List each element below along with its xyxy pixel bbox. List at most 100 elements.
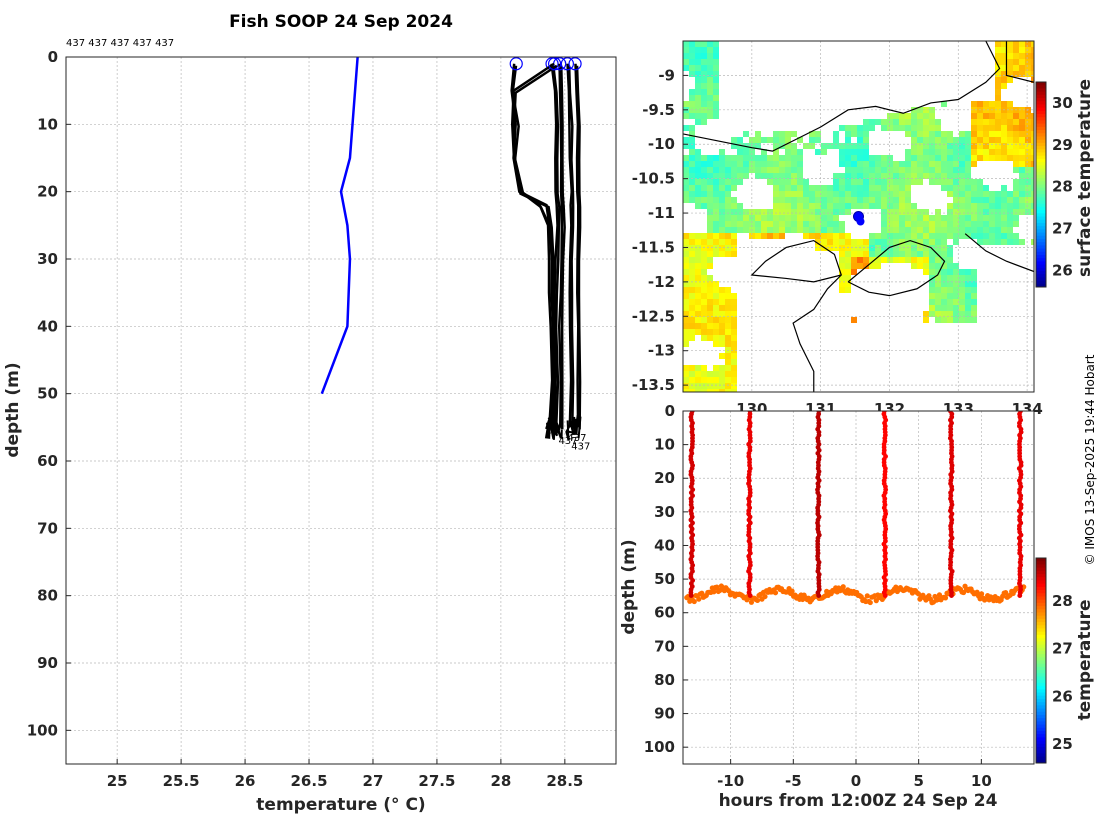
sst-cell bbox=[917, 161, 923, 167]
sst-cell bbox=[1031, 191, 1034, 197]
sst-cell bbox=[791, 155, 797, 161]
sst-colorbar-swatch bbox=[1036, 248, 1046, 253]
sst-cell bbox=[689, 185, 695, 191]
sst-cell bbox=[707, 155, 713, 161]
sst-cell bbox=[701, 71, 707, 77]
sst-cell bbox=[1019, 65, 1025, 71]
sst-cell bbox=[923, 137, 929, 143]
sst-cell bbox=[689, 269, 695, 275]
sst-cell bbox=[725, 233, 731, 239]
temperature-colorbar-swatch bbox=[1036, 698, 1046, 703]
sst-cell bbox=[935, 221, 941, 227]
sst-cell bbox=[845, 263, 851, 269]
sst-cell bbox=[995, 149, 1001, 155]
sst-cell bbox=[911, 245, 917, 251]
sst-cell bbox=[725, 203, 731, 209]
sst-colorbar-swatch bbox=[1036, 123, 1046, 128]
sst-cell bbox=[791, 215, 797, 221]
sst-colorbar-swatch bbox=[1036, 178, 1046, 182]
sst-cell bbox=[887, 251, 893, 257]
sst-cell bbox=[719, 233, 725, 239]
sst-cell bbox=[731, 167, 737, 173]
sst-cell bbox=[965, 317, 971, 323]
sst-cell bbox=[701, 299, 707, 305]
sst-cell bbox=[1007, 191, 1013, 197]
sst-cell bbox=[875, 173, 881, 179]
sst-cell bbox=[731, 233, 737, 239]
sst-cell bbox=[893, 257, 899, 263]
sst-cell bbox=[923, 125, 929, 131]
sst-cell bbox=[845, 233, 851, 239]
sst-cell bbox=[701, 95, 707, 101]
sst-cell bbox=[797, 203, 803, 209]
sst-colorbar-swatch bbox=[1036, 184, 1046, 189]
sst-cell bbox=[791, 203, 797, 209]
sst-cell bbox=[707, 287, 713, 293]
sst-cell bbox=[1031, 167, 1034, 173]
sst-cell bbox=[683, 161, 689, 167]
temperature-colorbar-swatch bbox=[1036, 609, 1046, 613]
sst-cell bbox=[941, 149, 947, 155]
sst-cell bbox=[881, 167, 887, 173]
sst-cell bbox=[887, 185, 893, 191]
temperature-colorbar-swatch bbox=[1036, 673, 1046, 678]
sst-cell bbox=[983, 131, 989, 137]
sst-cell bbox=[707, 221, 713, 227]
sst-cell bbox=[887, 197, 893, 203]
sst-cell bbox=[1001, 185, 1007, 191]
sst-cell bbox=[935, 317, 941, 323]
sst-cell bbox=[887, 257, 893, 263]
timeseries-y-tick-label: 100 bbox=[644, 738, 675, 756]
sst-cell bbox=[707, 95, 713, 101]
timeseries-bottom-point bbox=[840, 584, 846, 590]
sst-cell bbox=[695, 197, 701, 203]
temperature-colorbar-swatch bbox=[1036, 564, 1046, 569]
sst-cell bbox=[995, 107, 1001, 113]
sst-cell bbox=[941, 263, 947, 269]
sst-cell bbox=[827, 239, 833, 245]
sst-cell bbox=[767, 227, 773, 233]
sst-cell bbox=[929, 287, 935, 293]
sst-cell bbox=[941, 227, 947, 233]
sst-cell bbox=[941, 233, 947, 239]
sst-cell bbox=[893, 227, 899, 233]
sst-cell bbox=[1025, 209, 1031, 215]
sst-colorbar-swatch bbox=[1036, 245, 1046, 250]
sst-cell bbox=[803, 143, 809, 149]
sst-cell bbox=[791, 143, 797, 149]
sst-cell bbox=[971, 119, 977, 125]
sst-cell bbox=[725, 335, 731, 341]
sst-colorbar-swatch bbox=[1036, 213, 1046, 218]
map-y-tick-label: -11 bbox=[648, 204, 675, 222]
sst-cell bbox=[863, 251, 869, 257]
sst-cell bbox=[683, 263, 689, 269]
sst-cell bbox=[845, 257, 851, 263]
sst-cell bbox=[701, 317, 707, 323]
sst-cell bbox=[743, 155, 749, 161]
sst-cell bbox=[989, 197, 995, 203]
sst-cell bbox=[683, 371, 689, 377]
sst-cell bbox=[713, 323, 719, 329]
sst-cell bbox=[1007, 149, 1013, 155]
sst-cell bbox=[881, 191, 887, 197]
sst-cell bbox=[953, 161, 959, 167]
sst-cell bbox=[953, 143, 959, 149]
sst-cell bbox=[959, 221, 965, 227]
sst-cell bbox=[725, 359, 731, 365]
sst-cell bbox=[695, 191, 701, 197]
sst-cell bbox=[995, 227, 1001, 233]
sst-cell bbox=[851, 197, 857, 203]
sst-cell bbox=[713, 305, 719, 311]
sst-cell bbox=[965, 275, 971, 281]
sst-cell bbox=[995, 95, 1001, 101]
sst-cell bbox=[827, 245, 833, 251]
timeseries-cast-point bbox=[949, 593, 954, 598]
sst-cell bbox=[827, 221, 833, 227]
sst-cell bbox=[839, 203, 845, 209]
sst-cell bbox=[851, 203, 857, 209]
temperature-colorbar-swatch bbox=[1036, 695, 1046, 700]
sst-colorbar-swatch bbox=[1036, 146, 1046, 150]
sst-cell bbox=[749, 161, 755, 167]
sst-colorbar-tick-label: 28 bbox=[1052, 178, 1073, 196]
sst-cell bbox=[713, 335, 719, 341]
